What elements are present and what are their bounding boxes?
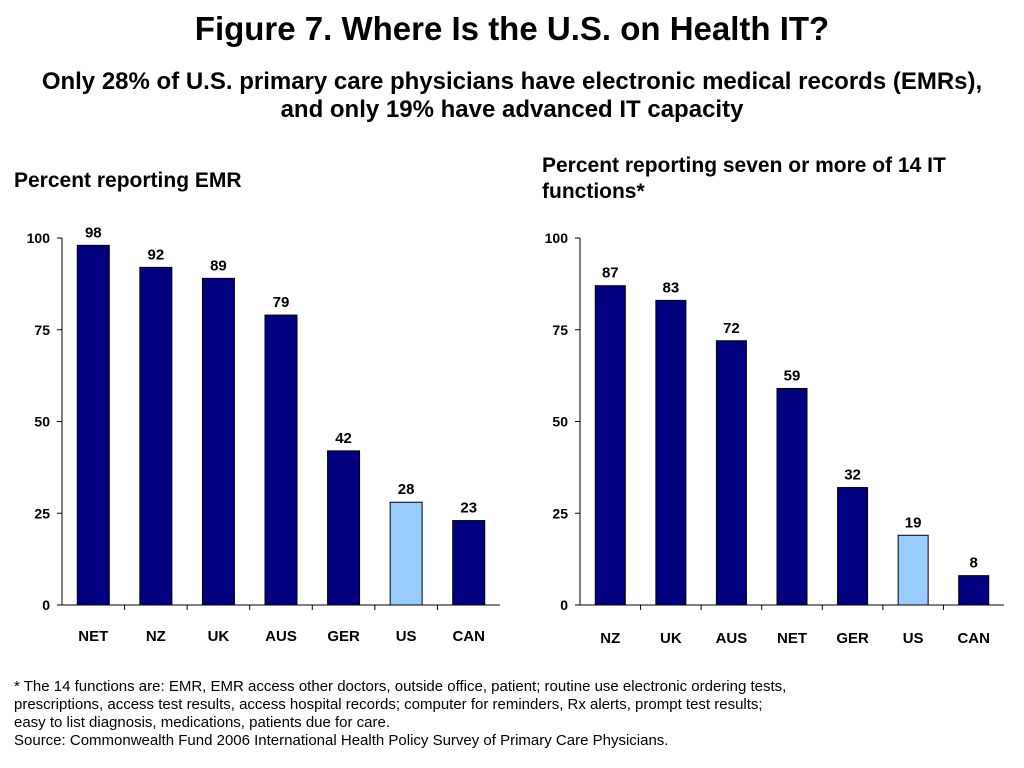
chart-title-it-functions: Percent reporting seven or more of 14 IT… <box>542 154 946 203</box>
data-label: 87 <box>602 265 619 282</box>
category-label: GER <box>327 628 360 645</box>
y-tick-label: 50 <box>34 414 50 430</box>
bar-nz <box>594 285 626 606</box>
category-label: US <box>396 628 417 645</box>
figure-title: Figure 7. Where Is the U.S. on Health IT… <box>194 10 830 47</box>
bar-aus <box>715 340 747 606</box>
footnote-line: easy to list diagnosis, medications, pat… <box>14 714 391 731</box>
bar-us <box>389 501 423 606</box>
y-tick-label: 25 <box>34 505 50 521</box>
bar-uk <box>655 299 687 606</box>
footnote-line: * The 14 functions are: EMR, EMR access … <box>14 678 787 695</box>
category-label: UK <box>208 628 230 645</box>
bar-nz <box>139 266 173 606</box>
data-label: 8 <box>970 555 978 572</box>
y-tick-label: 75 <box>552 322 568 338</box>
data-label: 32 <box>844 467 861 484</box>
category-label: AUS <box>265 628 297 645</box>
data-label: 19 <box>905 514 922 531</box>
y-tick-label: 25 <box>552 505 568 521</box>
data-label: 72 <box>723 320 740 337</box>
y-tick-label: 0 <box>560 597 568 613</box>
category-label: NET <box>777 630 807 647</box>
data-label: 79 <box>273 294 290 311</box>
figure-subtitle: Only 28% of U.S. primary care physicians… <box>41 68 983 123</box>
category-label: CAN <box>957 630 990 647</box>
chart-title-emr: Percent reporting EMR <box>14 169 242 192</box>
category-label: NZ <box>146 628 166 645</box>
data-label: 42 <box>335 430 352 447</box>
bar-ger <box>327 450 361 606</box>
bar-uk <box>201 277 235 606</box>
bar-net <box>76 244 110 606</box>
footnote-line: prescriptions, access test results, acce… <box>14 696 763 713</box>
bar-can <box>452 520 486 606</box>
source-note: Source: Commonwealth Fund 2006 Internati… <box>14 732 669 749</box>
bar-aus <box>264 314 298 606</box>
category-label: CAN <box>452 628 485 645</box>
category-label: NET <box>78 628 108 645</box>
data-label: 83 <box>663 279 680 296</box>
bar-can <box>958 575 990 606</box>
data-label: 23 <box>460 500 477 517</box>
y-tick-label: 100 <box>545 230 569 246</box>
category-label: AUS <box>716 630 748 647</box>
bar-ger <box>837 487 869 606</box>
bar-net <box>776 387 808 606</box>
y-tick-label: 100 <box>27 230 51 246</box>
data-label: 89 <box>210 257 227 274</box>
category-label: US <box>903 630 924 647</box>
category-label: UK <box>660 630 682 647</box>
footnote: * The 14 functions are: EMR, EMR access … <box>14 678 1014 750</box>
category-label: NZ <box>600 630 620 647</box>
category-label: GER <box>836 630 869 647</box>
data-label: 28 <box>398 481 415 498</box>
y-tick-label: 50 <box>552 414 568 430</box>
bar-us <box>897 534 929 606</box>
y-tick-label: 0 <box>42 597 50 613</box>
data-label: 92 <box>148 246 165 263</box>
y-tick-label: 75 <box>34 322 50 338</box>
data-label: 98 <box>85 224 102 241</box>
data-label: 59 <box>784 367 801 384</box>
